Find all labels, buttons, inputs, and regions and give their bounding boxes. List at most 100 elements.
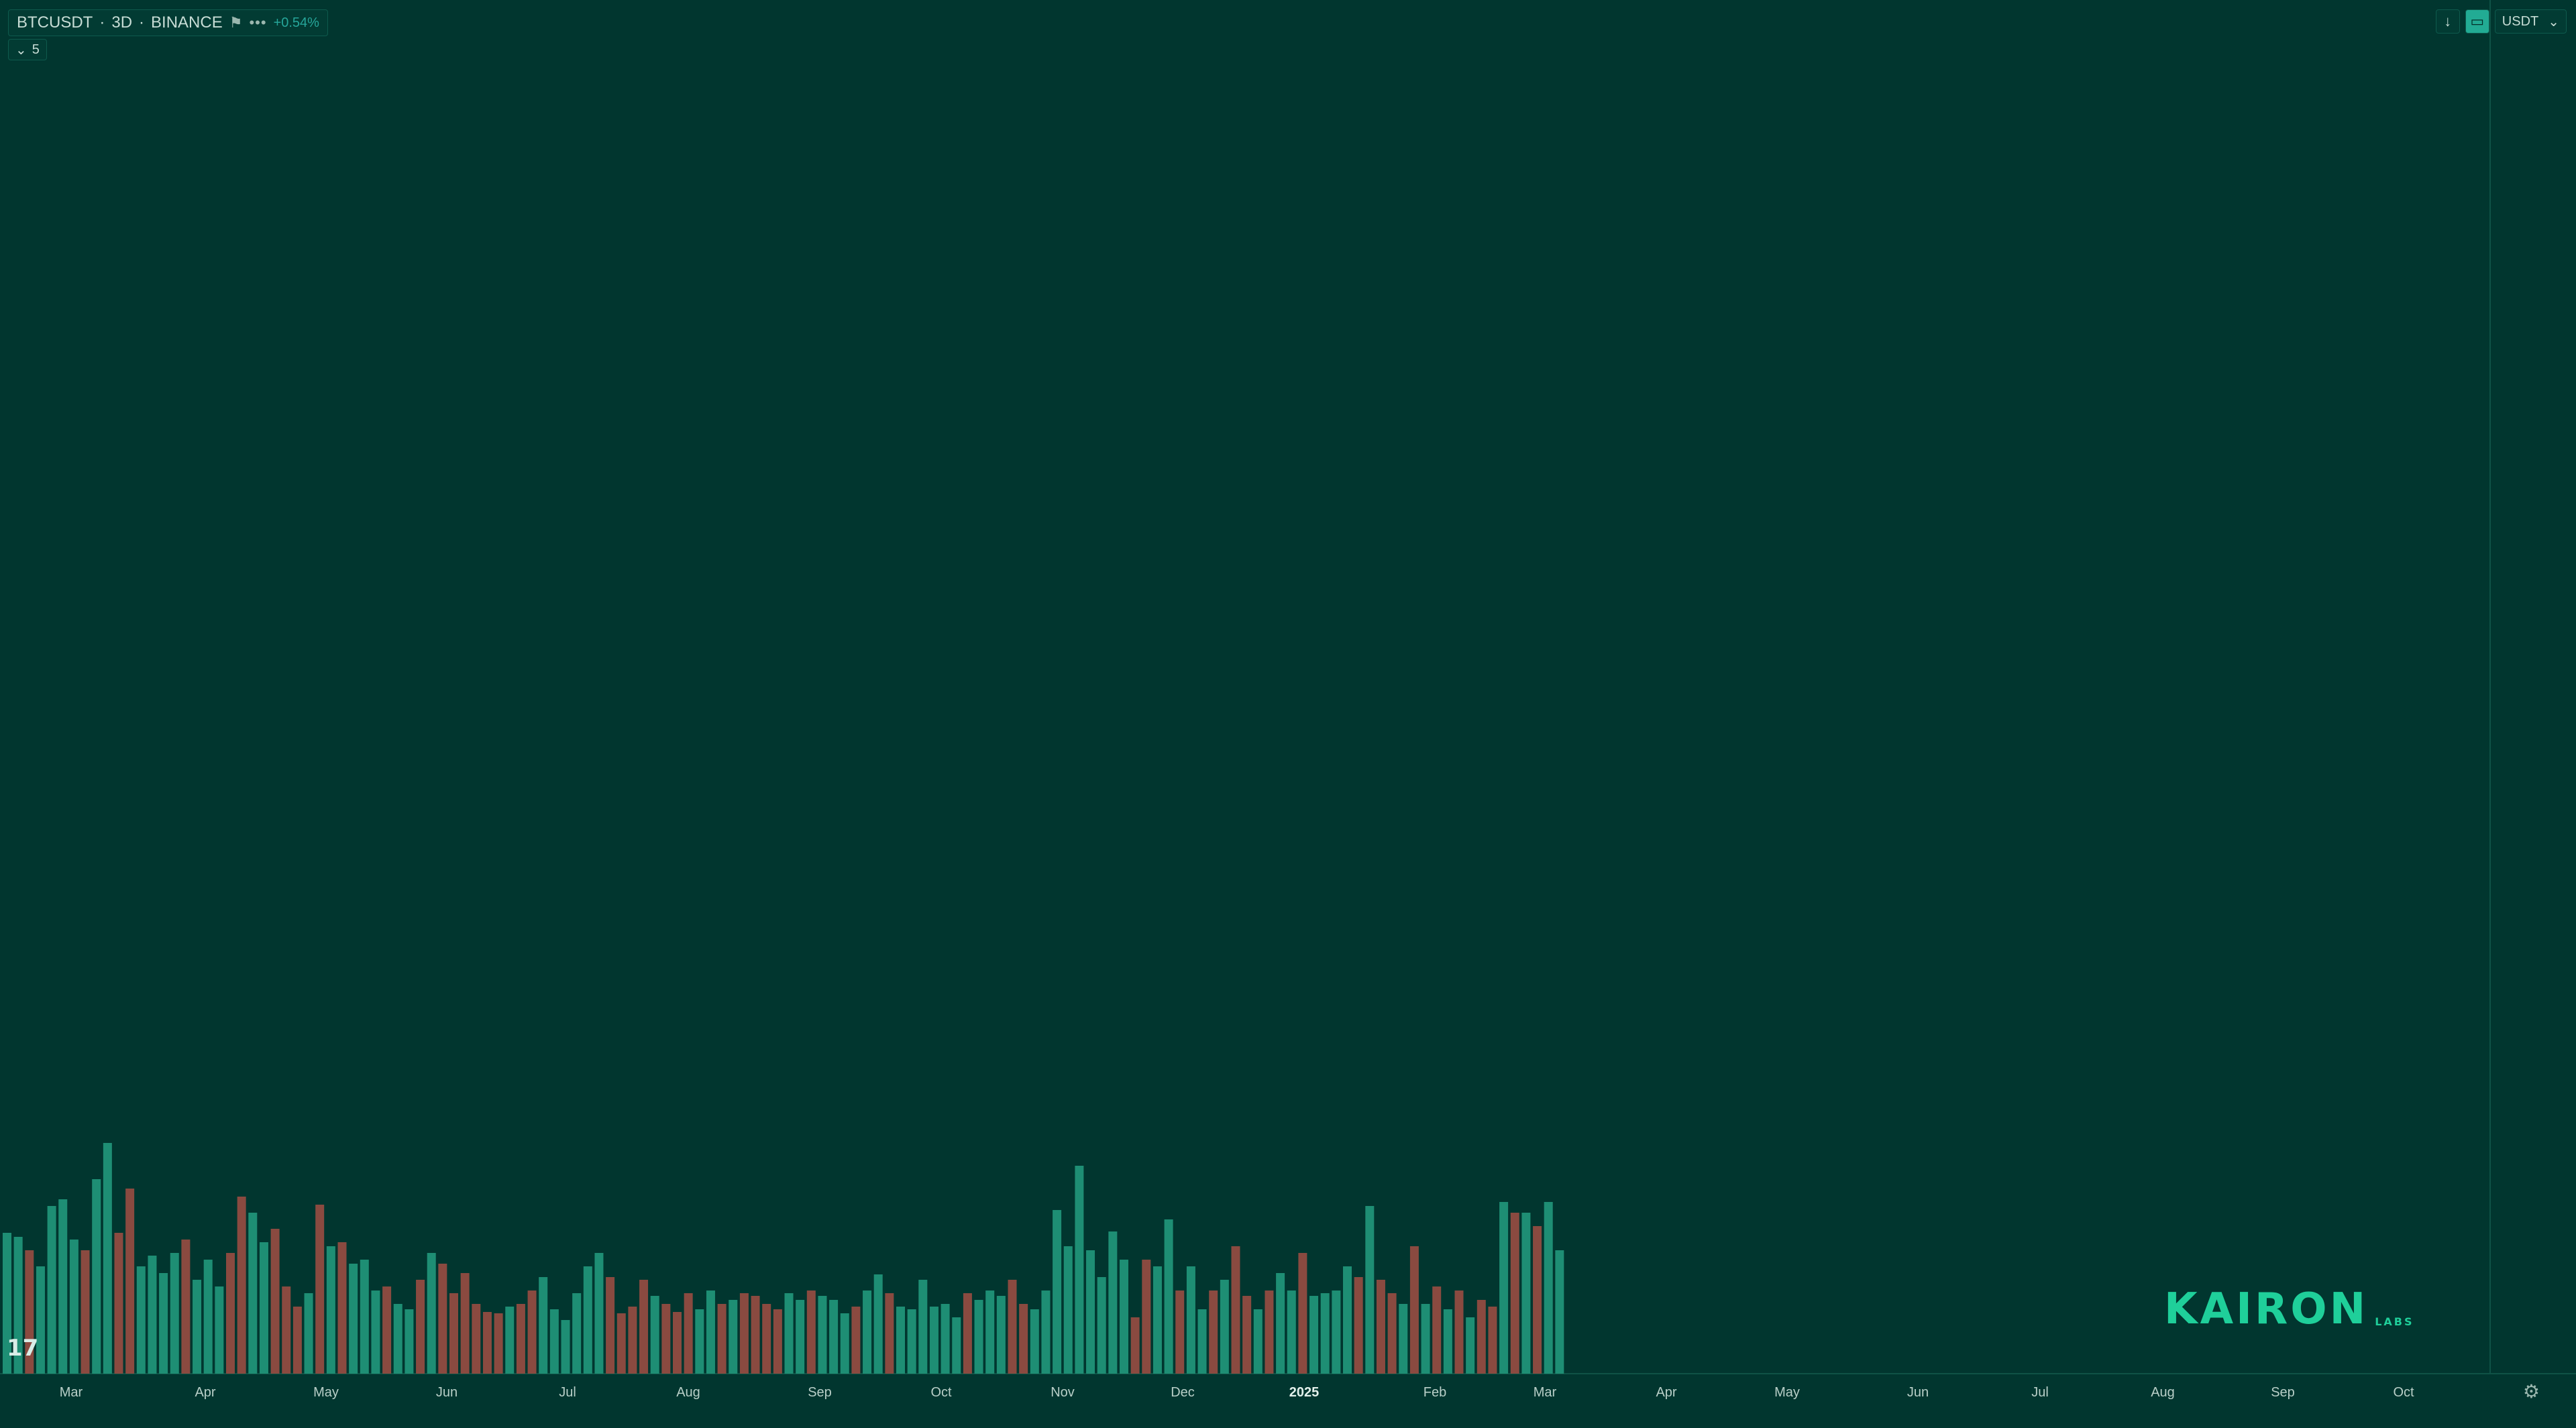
time-tick-label: Mar (1534, 1385, 1557, 1400)
time-tick-label: May (313, 1385, 339, 1400)
time-tick-label: Aug (2151, 1385, 2175, 1400)
volume-bar (92, 1179, 101, 1374)
time-tick-label: May (1774, 1385, 1800, 1400)
volume-bar (427, 1253, 436, 1374)
volume-bar (472, 1304, 481, 1374)
currency-select[interactable]: USDT ⌄ (2494, 9, 2567, 34)
time-tick-label: Nov (1051, 1385, 1075, 1400)
volume-bar (527, 1290, 537, 1374)
volume-bar (729, 1300, 738, 1374)
volume-bar (148, 1256, 157, 1374)
volume-bar (1287, 1290, 1296, 1374)
volume-bar (796, 1300, 805, 1374)
volume-bar (1253, 1309, 1263, 1374)
symbol-legend[interactable]: BTCUSDT · 3D · BINANCE ⚑ ••• +0.54% (8, 9, 328, 36)
time-tick-label: Sep (2271, 1385, 2295, 1400)
volume-bar (1086, 1250, 1095, 1374)
volume-bar (237, 1197, 246, 1374)
volume-bar (539, 1277, 548, 1374)
brand-name: KAIRON (2164, 1284, 2369, 1334)
volume-bar (1555, 1250, 1564, 1374)
volume-bar (684, 1293, 693, 1374)
volume-bar (1041, 1290, 1051, 1374)
volume-bar (1097, 1277, 1106, 1374)
volume-bar (215, 1286, 224, 1374)
time-tick-label: Jun (1907, 1385, 1929, 1400)
volume-bar (952, 1317, 961, 1374)
time-tick-label: Feb (1424, 1385, 1446, 1400)
volume-bar (963, 1293, 972, 1374)
volume-bar (1309, 1296, 1319, 1374)
screen-icon[interactable]: ▭ (2465, 9, 2489, 34)
volume-bar (170, 1253, 179, 1374)
volume-bar (516, 1304, 525, 1374)
indicators-toggle[interactable]: ⌄ 5 (8, 39, 47, 60)
volume-bar (985, 1290, 995, 1374)
volume-bar (315, 1205, 325, 1374)
time-tick-label: Oct (2393, 1385, 2414, 1400)
volume-bar (583, 1266, 592, 1374)
volume-bar (818, 1296, 827, 1374)
volume-bar (1265, 1290, 1274, 1374)
volume-bar (226, 1253, 235, 1374)
volume-bar (996, 1296, 1006, 1374)
volume-bar (3, 1233, 11, 1374)
volume-bar (851, 1307, 861, 1374)
volume-bar (561, 1320, 570, 1374)
volume-bar (1063, 1246, 1073, 1374)
tradingview-logo-icon[interactable]: 17 (7, 1335, 39, 1362)
volume-bar (36, 1266, 45, 1374)
volume-bar (326, 1246, 335, 1374)
chevron-down-icon: ⌄ (15, 42, 27, 58)
volume-bar (1510, 1213, 1519, 1374)
interval-label: 3D (111, 13, 133, 32)
volume-bar (371, 1290, 380, 1374)
volume-bar (304, 1293, 313, 1374)
volume-bar (762, 1304, 771, 1374)
volume-bar (1152, 1266, 1162, 1374)
volume-bar (974, 1300, 983, 1374)
time-tick-label: Apr (195, 1385, 215, 1400)
volume-bar (806, 1290, 816, 1374)
flag-icon[interactable]: ⚑ (229, 14, 243, 31)
volume-bar (449, 1293, 458, 1374)
time-tick-label: Jul (559, 1385, 576, 1400)
volume-bar (773, 1309, 782, 1374)
volume-bar (393, 1304, 402, 1374)
volume-bar (572, 1293, 582, 1374)
volume-bar (739, 1293, 749, 1374)
more-icon[interactable]: ••• (249, 14, 267, 31)
volume-bar (941, 1304, 950, 1374)
volume-bar (1130, 1317, 1140, 1374)
change-label: +0.54% (273, 15, 319, 30)
symbol-label: BTCUSDT (17, 13, 93, 32)
time-tick-label: Mar (60, 1385, 83, 1400)
volume-bar (405, 1309, 414, 1374)
volume-bar (1075, 1166, 1084, 1374)
volume-bar (1533, 1226, 1542, 1374)
volume-bar (13, 1237, 23, 1374)
brand-logo: KAIRON LABS (2164, 1288, 2414, 1331)
volume-bar (1421, 1304, 1430, 1374)
volume-bar (1399, 1304, 1408, 1374)
exchange-label: BINANCE (151, 13, 223, 32)
volume-bar (136, 1266, 146, 1374)
time-tick-label: Jul (2031, 1385, 2049, 1400)
volume-bar (918, 1280, 928, 1374)
volume-bar (1454, 1290, 1464, 1374)
volume-bar (616, 1313, 626, 1374)
download-icon[interactable]: ↓ (2435, 9, 2460, 34)
volume-bar (1432, 1286, 1442, 1374)
chevron-down-icon: ⌄ (2548, 14, 2559, 30)
volume-bar (929, 1307, 938, 1374)
volume-bar (1466, 1317, 1475, 1374)
currency-label: USDT (2502, 13, 2539, 29)
volume-bar (1409, 1246, 1419, 1374)
volume-bar (1120, 1260, 1128, 1374)
volume-bar (292, 1307, 302, 1374)
volume-bar (193, 1280, 202, 1374)
settings-gear-icon[interactable]: ⚙ (2522, 1381, 2540, 1402)
